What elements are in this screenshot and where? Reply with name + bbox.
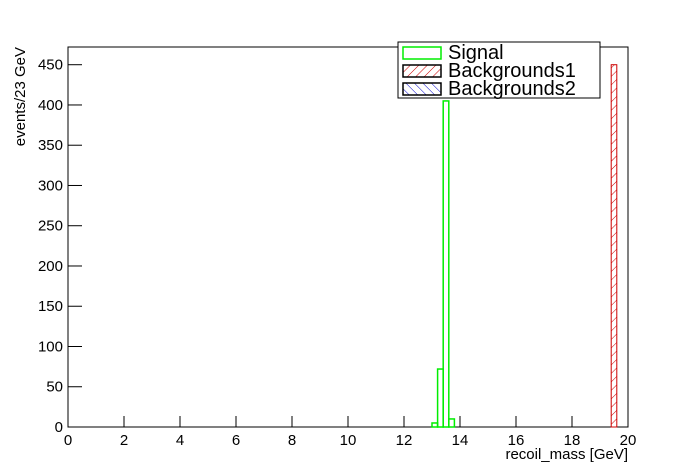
x-tick-label: 12 (396, 432, 413, 449)
x-tick-label: 4 (176, 432, 184, 449)
x-tick-label: 6 (232, 432, 240, 449)
y-tick-label: 400 (38, 97, 63, 114)
x-tick-label: 2 (120, 432, 128, 449)
plot-frame (67, 46, 629, 428)
y-tick-label: 50 (46, 379, 63, 396)
x-tick-label: 20 (620, 432, 637, 449)
legend-swatch (402, 82, 442, 96)
x-tick-label: 14 (452, 432, 469, 449)
x-axis-title: recoil_mass [GeV] (505, 446, 628, 463)
y-axis-title: events/23 GeV (12, 47, 29, 146)
y-tick-label: 0 (55, 419, 63, 436)
y-tick-label: 100 (38, 338, 63, 355)
y-tick-label: 150 (38, 298, 63, 315)
y-tick-label: 350 (38, 137, 63, 154)
legend-swatch (402, 46, 442, 60)
x-tick-label: 10 (340, 432, 357, 449)
y-tick-label: 250 (38, 218, 63, 235)
y-tick-label: 300 (38, 177, 63, 194)
y-tick-label: 200 (38, 258, 63, 275)
legend-swatch (402, 64, 442, 78)
bar (610, 64, 618, 428)
x-tick-label: 18 (564, 432, 581, 449)
legend-label: Backgrounds1 (448, 60, 576, 82)
bar (442, 100, 450, 428)
bar (448, 418, 456, 428)
x-tick-label: 0 (64, 432, 72, 449)
legend-label: Backgrounds2 (448, 78, 576, 100)
y-tick-label: 450 (38, 57, 63, 74)
x-tick-label: 8 (288, 432, 296, 449)
x-tick-label: 16 (508, 432, 525, 449)
legend-label: Signal (448, 42, 504, 64)
bar (431, 422, 439, 428)
bar (436, 368, 444, 428)
